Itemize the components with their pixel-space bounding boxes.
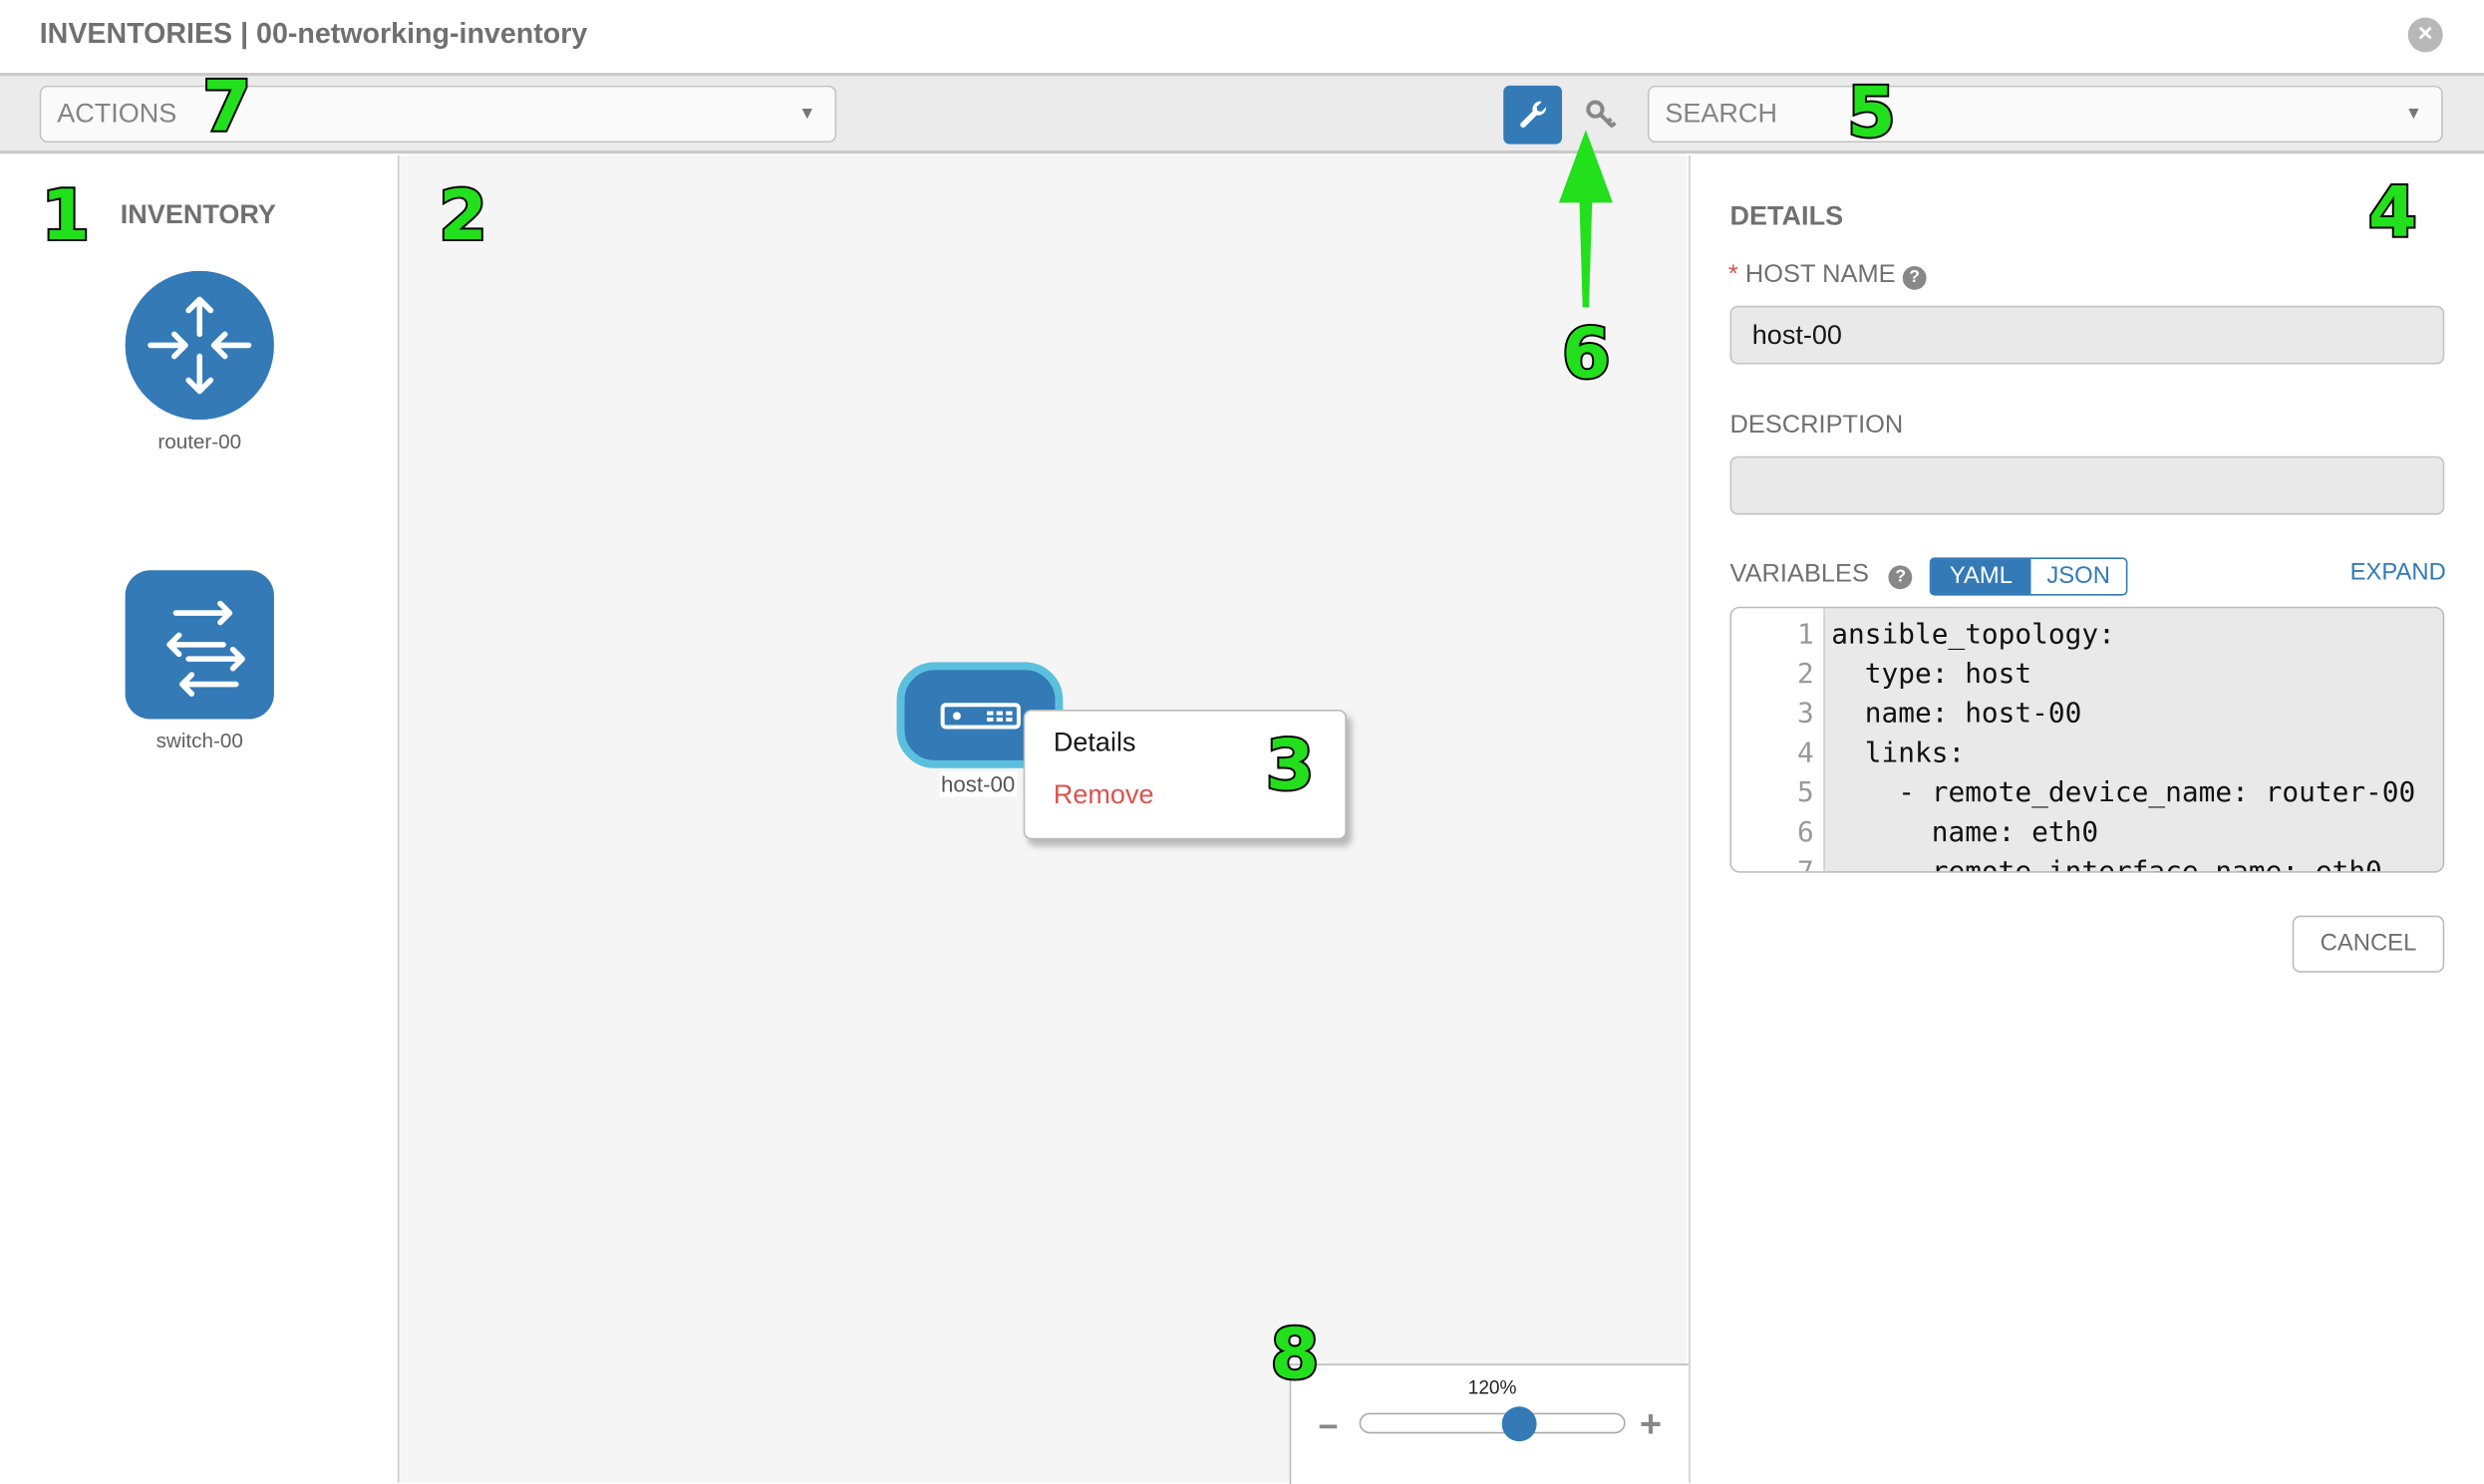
annotation-2: 2 [437, 175, 489, 257]
annotation-7: 7 [200, 66, 253, 148]
chevron-down-icon: ▼ [798, 104, 816, 124]
annotation-5: 5 [1845, 73, 1898, 154]
annotation-1: 1 [39, 175, 92, 257]
wrench-icon [1520, 101, 1547, 128]
inventory-panel: INVENTORY router-00 [0, 154, 400, 1483]
title-bar: INVENTORIES | 00-networking-inventory × [0, 0, 2484, 74]
annotation-3: 3 [1264, 725, 1317, 806]
code-line: 4 links: [1731, 735, 2443, 774]
annotation-6: 6 [1560, 313, 1613, 395]
inventory-title: INVENTORY [120, 199, 276, 230]
context-menu-remove[interactable]: Remove [1053, 778, 1154, 810]
code-line: 6 name: eth0 [1731, 814, 2443, 854]
key-tool-button[interactable] [1584, 99, 1619, 134]
code-lines: 1 ansible_topology: 2 type: host 3 name: ho… [1731, 616, 2443, 873]
inventory-item-switch[interactable] [125, 570, 274, 720]
router-label: router-00 [157, 429, 242, 453]
router-icon [125, 270, 274, 421]
zoom-in-button[interactable]: + [1639, 1403, 1663, 1447]
host-name-label-row: * HOST NAME ? [1728, 261, 1927, 290]
cancel-button[interactable]: CANCEL [2292, 915, 2445, 973]
description-label: DESCRIPTION [1729, 412, 1904, 440]
inventory-item-router[interactable] [125, 270, 274, 421]
details-title: DETAILS [1729, 200, 1844, 232]
code-text: remote_interface_name: eth0 [1831, 856, 2382, 873]
description-input[interactable] [1729, 455, 2445, 515]
host-name-label: HOST NAME [1744, 261, 1896, 289]
line-number: 2 [1796, 659, 1814, 691]
code-text: links: [1831, 738, 1966, 770]
line-number: 5 [1796, 777, 1814, 810]
actions-dropdown[interactable]: ACTIONS ▼ [39, 85, 837, 144]
context-menu: Details Remove [1023, 710, 1347, 840]
line-number: 4 [1796, 738, 1814, 770]
yaml-toggle-button[interactable]: YAML [1931, 559, 2031, 594]
zoom-slider-track[interactable] [1359, 1412, 1626, 1434]
search-dropdown[interactable]: SEARCH ▼ [1647, 85, 2443, 144]
zoom-level-label: 120% [1467, 1376, 1517, 1399]
wrench-tool-button[interactable] [1503, 85, 1563, 145]
code-text: name: eth0 [1831, 817, 2099, 849]
code-text: name: host-00 [1831, 698, 2082, 731]
chevron-down-icon: ▼ [2404, 104, 2423, 124]
zoom-out-button[interactable]: − [1318, 1406, 1339, 1447]
line-number: 6 [1796, 817, 1814, 849]
required-mark: * [1727, 261, 1738, 289]
zoom-control: 120% − + [1289, 1363, 1690, 1484]
annotation-4: 4 [2366, 172, 2419, 254]
context-menu-details[interactable]: Details [1053, 727, 1136, 757]
annotation-arrow-icon [1558, 130, 1613, 308]
variables-label-row: VARIABLES ? [1730, 561, 1913, 590]
annotation-8: 8 [1269, 1315, 1322, 1396]
code-line: 3 name: host-00 [1731, 696, 2443, 736]
code-text: ansible_topology: [1831, 619, 2115, 652]
help-icon[interactable]: ? [1888, 565, 1913, 590]
expand-link[interactable]: EXPAND [2349, 559, 2446, 587]
help-icon[interactable]: ? [1902, 266, 1927, 290]
code-line: 7 remote_interface_name: eth0 [1731, 854, 2443, 873]
line-number: 1 [1796, 619, 1814, 652]
page-title: INVENTORIES | 00-networking-inventory [39, 17, 588, 50]
json-toggle-button[interactable]: JSON [2046, 562, 2110, 590]
code-text: - remote_device_name: router-00 [1831, 777, 2416, 810]
host-name-input[interactable]: host-00 [1729, 305, 2445, 365]
close-icon[interactable]: × [2407, 17, 2443, 53]
format-toggle: YAML JSON [1929, 557, 2128, 596]
key-icon [1586, 100, 1617, 129]
switch-label: switch-00 [155, 729, 243, 752]
host-server-icon [940, 703, 1021, 730]
switch-icon [125, 570, 274, 720]
line-number: 7 [1796, 856, 1814, 873]
code-line: 5 - remote_device_name: router-00 [1731, 774, 2443, 814]
code-line: 1 ansible_topology: [1731, 616, 2443, 656]
line-number: 3 [1796, 698, 1814, 731]
host-node-label: host-00 [939, 770, 1017, 797]
details-panel: DETAILS * HOST NAME ? host-00 DESCRIPTIO… [1689, 154, 2484, 1483]
code-line: 2 type: host [1731, 656, 2443, 696]
line-number-gutter [1731, 608, 1825, 872]
code-text: type: host [1831, 659, 2032, 691]
actions-label: ACTIONS [57, 98, 177, 129]
variables-code-editor[interactable]: 1 ansible_topology: 2 type: host 3 name: ho… [1729, 606, 2445, 873]
variables-label: VARIABLES [1729, 560, 1869, 588]
zoom-slider-handle[interactable] [1501, 1406, 1537, 1442]
search-label: SEARCH [1665, 98, 1777, 129]
